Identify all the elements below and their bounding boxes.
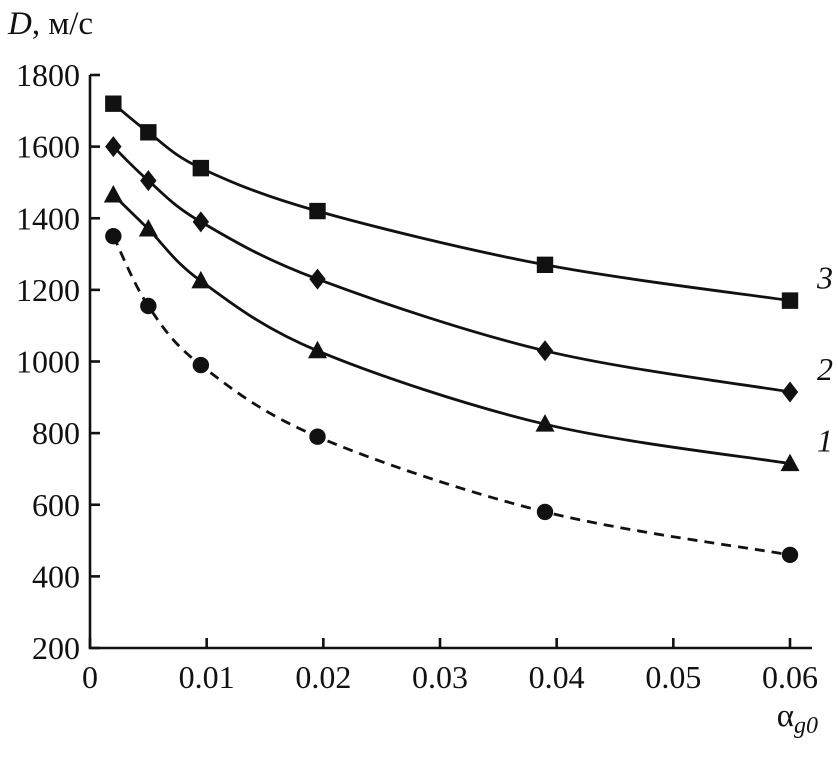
y-axis-title-units: , м/с xyxy=(31,6,94,42)
series-line-curve-2 xyxy=(112,145,791,394)
x-tick-label: 0.04 xyxy=(529,659,585,695)
x-tick-label: 0.03 xyxy=(412,659,468,695)
circle-marker xyxy=(140,297,157,315)
x-tick-label: 0.06 xyxy=(762,659,818,695)
triangle-marker xyxy=(103,184,123,203)
x-tick-label: 0.01 xyxy=(179,659,235,695)
series-label-2: 2 xyxy=(817,351,833,387)
diamond-marker xyxy=(192,211,210,233)
y-tick-label: 600 xyxy=(32,487,80,523)
y-tick-label: 1600 xyxy=(16,129,80,165)
triangle-marker xyxy=(535,414,555,432)
diamond-marker xyxy=(140,170,157,192)
y-tick-label: 1800 xyxy=(16,57,80,93)
circle-marker xyxy=(309,428,326,445)
y-tick-label: 800 xyxy=(32,415,80,451)
triangle-marker xyxy=(138,218,158,237)
circle-marker xyxy=(536,503,554,521)
square-marker xyxy=(309,202,326,220)
x-tick-label: 0 xyxy=(82,659,98,695)
triangle-marker xyxy=(308,340,327,359)
triangle-marker xyxy=(191,270,211,289)
circle-marker xyxy=(192,356,210,374)
diamond-marker xyxy=(309,268,326,290)
series-label-1: 1 xyxy=(817,423,833,459)
square-marker xyxy=(192,159,210,177)
x-tick-label: 0.02 xyxy=(295,659,351,695)
circle-marker xyxy=(105,227,122,245)
square-marker xyxy=(105,95,122,112)
series-label-3: 3 xyxy=(816,260,833,296)
y-tick-label: 1200 xyxy=(16,272,80,308)
diamond-marker xyxy=(781,381,799,403)
x-axis-title: αg0 xyxy=(777,698,818,740)
diamond-marker xyxy=(105,136,122,158)
series-line-curve-3 xyxy=(112,102,791,302)
x-tick-label: 0.05 xyxy=(645,659,701,695)
triangle-marker xyxy=(780,453,800,472)
y-axis-title-variable: D xyxy=(8,6,32,42)
y-tick-label: 200 xyxy=(32,630,80,666)
circle-marker xyxy=(781,546,799,564)
y-tick-label: 1400 xyxy=(16,200,80,236)
y-tick-label: 400 xyxy=(32,558,80,594)
series-line-dashed-circles xyxy=(112,235,791,557)
square-marker xyxy=(536,256,554,274)
y-tick-label: 1000 xyxy=(16,344,80,380)
square-marker xyxy=(140,124,157,141)
y-axis-title: D, м/с xyxy=(8,6,93,43)
square-marker xyxy=(781,292,799,309)
x-axis-title-subscript: g0 xyxy=(794,713,818,739)
series-line-curve-1 xyxy=(112,193,791,465)
diamond-marker xyxy=(536,340,554,362)
x-axis-title-symbol: α xyxy=(776,698,794,734)
